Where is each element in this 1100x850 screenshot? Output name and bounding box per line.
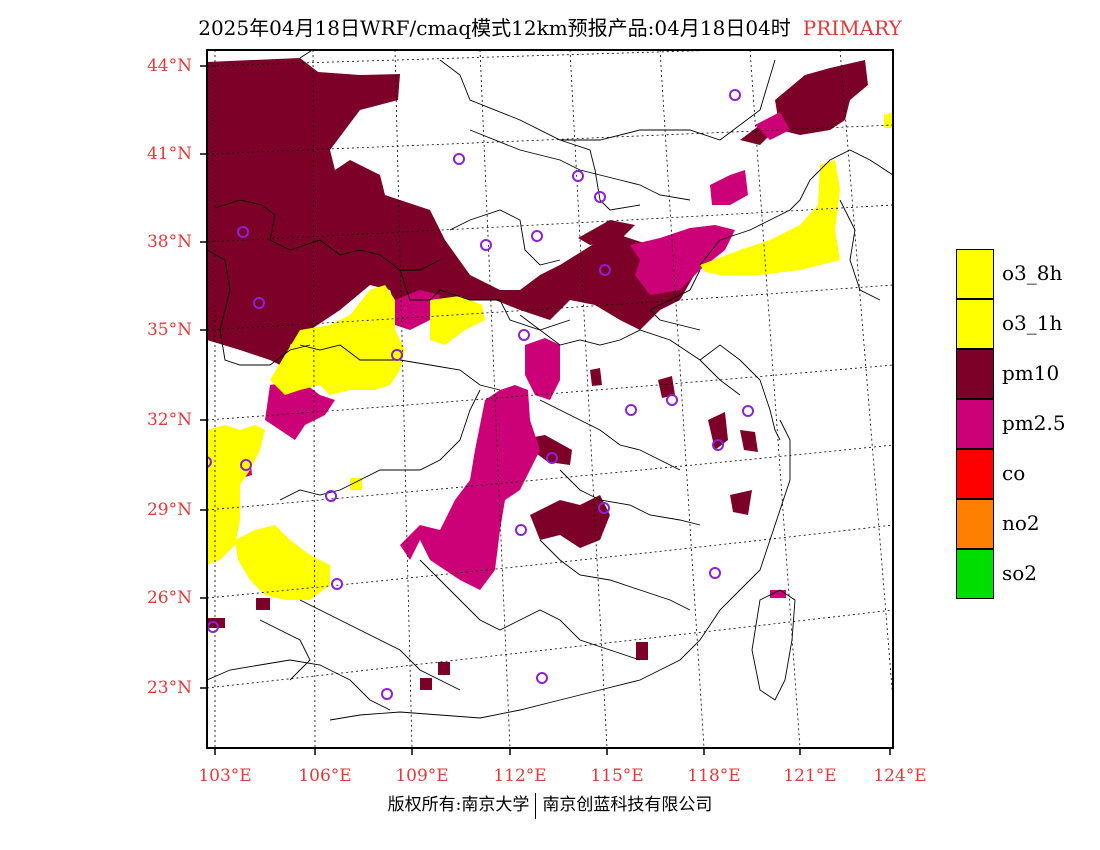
station-markers xyxy=(207,89,754,700)
legend-label: pm10 xyxy=(1002,361,1060,385)
legend-label: no2 xyxy=(1002,511,1040,535)
legend-label: o3_8h xyxy=(1002,261,1063,285)
lon-label-124: 124°E xyxy=(873,766,927,786)
copyright-right: 南京创蓝科技有限公司 xyxy=(542,795,713,815)
lat-label-44: 44°N xyxy=(146,56,192,76)
copyright-divider xyxy=(535,792,537,819)
legend-swatch xyxy=(956,449,994,499)
map-frame xyxy=(206,49,894,749)
legend-label: o3_1h xyxy=(1002,311,1063,335)
legend-swatch xyxy=(956,299,994,349)
title-primary-tag: PRIMARY xyxy=(802,16,902,40)
pm10-region xyxy=(207,58,868,690)
lon-label-103: 103°E xyxy=(198,766,252,786)
lat-label-29: 29°N xyxy=(146,500,192,520)
legend-swatch xyxy=(956,499,994,549)
legend-swatch xyxy=(956,399,994,449)
lon-label-109: 109°E xyxy=(395,766,449,786)
axis-ticks xyxy=(200,65,891,755)
title-text: 2025年04月18日WRF/cmaq模式12km预报产品:04月18日04时 xyxy=(198,16,791,40)
lon-label-115: 115°E xyxy=(590,766,644,786)
map-area xyxy=(207,50,893,748)
legend-label: so2 xyxy=(1002,561,1038,585)
legend-swatch xyxy=(956,549,994,599)
legend-label: co xyxy=(1002,461,1026,485)
lon-label-112: 112°E xyxy=(493,766,547,786)
lat-label-35: 35°N xyxy=(146,320,192,340)
lat-label-41: 41°N xyxy=(146,144,192,164)
copyright: 版权所有:南京大学 南京创蓝科技有限公司 xyxy=(0,790,1100,819)
boundaries xyxy=(207,50,893,721)
lat-label-26: 26°N xyxy=(146,588,192,608)
legend-swatch xyxy=(956,249,994,299)
legend-swatch xyxy=(956,349,994,399)
copyright-left: 版权所有:南京大学 xyxy=(387,795,530,815)
lon-label-121: 121°E xyxy=(783,766,837,786)
lat-label-38: 38°N xyxy=(146,232,192,252)
lon-label-106: 106°E xyxy=(298,766,352,786)
lat-label-23: 23°N xyxy=(146,678,192,698)
map-title: 2025年04月18日WRF/cmaq模式12km预报产品:04月18日04时 P… xyxy=(0,12,1100,41)
lat-label-32: 32°N xyxy=(146,410,192,430)
legend-label: pm2.5 xyxy=(1002,411,1066,435)
o3-region xyxy=(207,112,893,600)
lon-label-118: 118°E xyxy=(687,766,741,786)
